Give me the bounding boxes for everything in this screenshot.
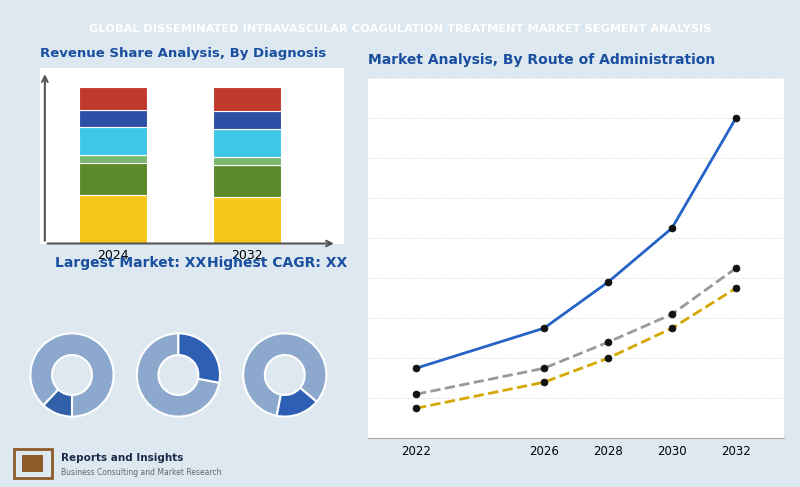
Bar [79, 155, 147, 164]
Text: GLOBAL DISSEMINATED INTRAVASCULAR COAGULATION TREATMENT MARKET SEGMENT ANALYSIS: GLOBAL DISSEMINATED INTRAVASCULAR COAGUL… [89, 24, 711, 34]
Wedge shape [30, 334, 114, 416]
Bar [213, 129, 281, 156]
Bar [213, 165, 281, 197]
Text: Largest Market: XX: Largest Market: XX [55, 256, 206, 270]
Bar [213, 112, 281, 129]
Bar [79, 195, 147, 244]
Text: Highest CAGR: XX: Highest CAGR: XX [207, 256, 347, 270]
Bar [79, 110, 147, 127]
Text: Revenue Share Analysis, By Diagnosis: Revenue Share Analysis, By Diagnosis [40, 47, 326, 60]
Wedge shape [178, 334, 220, 383]
Bar [213, 156, 281, 165]
Bar [79, 164, 147, 195]
Text: Business Consulting and Market Research: Business Consulting and Market Research [61, 468, 222, 477]
Bar [213, 87, 281, 112]
Wedge shape [277, 388, 317, 416]
Bar [79, 127, 147, 155]
Wedge shape [43, 390, 72, 416]
Bar [79, 87, 147, 110]
Text: Reports and Insights: Reports and Insights [61, 453, 183, 463]
Wedge shape [243, 334, 326, 416]
Text: Market Analysis, By Route of Administration: Market Analysis, By Route of Administrat… [368, 53, 715, 67]
Bar [22, 455, 43, 472]
Bar [14, 449, 52, 478]
Wedge shape [137, 334, 219, 416]
Bar [213, 197, 281, 244]
